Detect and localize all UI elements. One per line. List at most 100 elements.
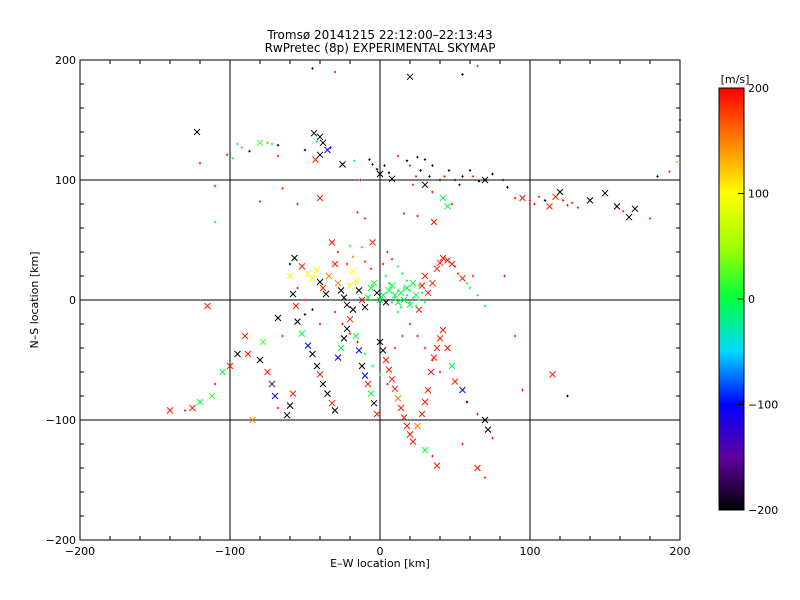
- data-point-x: [388, 375, 396, 383]
- data-point-plus: [315, 140, 319, 143]
- data-point-plus: [483, 304, 487, 308]
- data-point-plus: [351, 255, 355, 258]
- data-point-plus: [675, 160, 679, 164]
- data-point-plus: [656, 175, 659, 178]
- data-point-plus: [423, 301, 427, 304]
- data-point-plus: [503, 274, 506, 278]
- data-point-x: [481, 416, 489, 424]
- data-point-x: [358, 362, 366, 370]
- data-point-x: [406, 73, 414, 81]
- colorbar-label: [m/s]: [721, 73, 750, 86]
- data-point-x: [256, 356, 264, 364]
- data-point-plus: [471, 274, 475, 278]
- data-point-x: [394, 395, 402, 402]
- data-point-x: [352, 277, 360, 285]
- data-point-x: [391, 385, 399, 393]
- data-point-x: [444, 203, 451, 210]
- data-point-plus: [213, 184, 217, 188]
- data-point-x: [439, 194, 447, 202]
- data-point-x: [355, 347, 363, 354]
- data-point-plus: [371, 364, 374, 368]
- data-point-plus: [363, 217, 367, 220]
- data-point-plus: [303, 148, 307, 152]
- data-point-x: [370, 279, 378, 287]
- data-point-x: [328, 239, 336, 246]
- data-point-x: [208, 392, 216, 400]
- data-point-plus: [408, 301, 412, 304]
- data-point-x: [430, 218, 438, 226]
- data-point-x: [324, 390, 331, 397]
- axis-ticks: [79, 59, 681, 541]
- data-point-x: [433, 265, 441, 273]
- data-point-plus: [414, 304, 418, 308]
- data-point-plus: [375, 168, 379, 171]
- data-point-x: [433, 462, 441, 469]
- data-point-plus: [468, 286, 472, 290]
- colorbar-tick-label: 100: [748, 188, 769, 201]
- data-point-plus: [213, 220, 217, 224]
- data-point-x: [403, 422, 411, 430]
- data-point-x: [328, 399, 336, 407]
- data-point-plus: [383, 164, 386, 167]
- data-point-x: [189, 404, 196, 412]
- data-point-x: [394, 299, 402, 306]
- data-point-x: [459, 386, 466, 394]
- data-point-plus: [333, 70, 337, 74]
- data-point-x: [264, 368, 271, 376]
- data-point-plus: [276, 144, 280, 147]
- data-point-x: [334, 279, 342, 287]
- data-point-plus: [408, 289, 412, 292]
- data-point-x: [625, 213, 633, 221]
- data-point-plus: [363, 260, 367, 263]
- data-point-x: [373, 410, 381, 418]
- data-point-x: [474, 464, 481, 472]
- y-tick-labels: −200 −100 0 100 200: [46, 54, 76, 547]
- data-point-x: [367, 390, 375, 397]
- data-point-x: [385, 287, 393, 294]
- data-point-x: [316, 371, 324, 378]
- data-point-x: [429, 279, 436, 287]
- data-point-x: [421, 398, 429, 406]
- data-point-x: [451, 378, 459, 385]
- data-point-plus: [341, 322, 344, 326]
- data-point-plus: [461, 73, 464, 76]
- data-point-x: [337, 344, 345, 352]
- data-point-plus: [345, 262, 349, 266]
- data-point-plus: [476, 64, 479, 68]
- data-point-x: [388, 175, 396, 183]
- data-point-plus: [476, 294, 479, 297]
- data-point-plus: [528, 199, 532, 202]
- data-point-plus: [225, 153, 229, 156]
- data-point-x: [291, 254, 298, 262]
- data-point-x: [339, 161, 346, 168]
- data-point-plus: [198, 162, 202, 165]
- data-point-plus: [501, 178, 505, 182]
- data-point-x: [313, 362, 321, 370]
- data-point-plus: [386, 382, 389, 386]
- data-point-x: [376, 338, 384, 346]
- data-point-plus: [443, 175, 446, 178]
- data-point-x: [361, 372, 369, 379]
- data-point-plus: [566, 394, 569, 398]
- data-point-x: [298, 330, 306, 337]
- data-point-x: [249, 416, 256, 424]
- data-point-x: [286, 272, 294, 280]
- data-point-x: [400, 296, 408, 304]
- data-point-plus: [303, 313, 307, 316]
- data-point-x: [448, 362, 456, 370]
- data-point-x: [444, 344, 451, 352]
- data-point-x: [601, 189, 609, 197]
- data-point-x: [358, 296, 366, 304]
- data-point-x: [424, 386, 432, 394]
- x-tick-label: −100: [215, 545, 245, 558]
- data-point-plus: [329, 146, 332, 149]
- data-point-plus: [471, 175, 475, 178]
- data-point-x: [204, 302, 211, 310]
- data-point-x: [322, 290, 330, 298]
- data-point-plus: [381, 262, 385, 266]
- data-point-x: [382, 356, 390, 364]
- colorbar-tick-label: 0: [748, 293, 755, 306]
- data-point-x: [397, 404, 405, 412]
- data-point-x: [226, 362, 234, 370]
- data-point-x: [309, 275, 316, 282]
